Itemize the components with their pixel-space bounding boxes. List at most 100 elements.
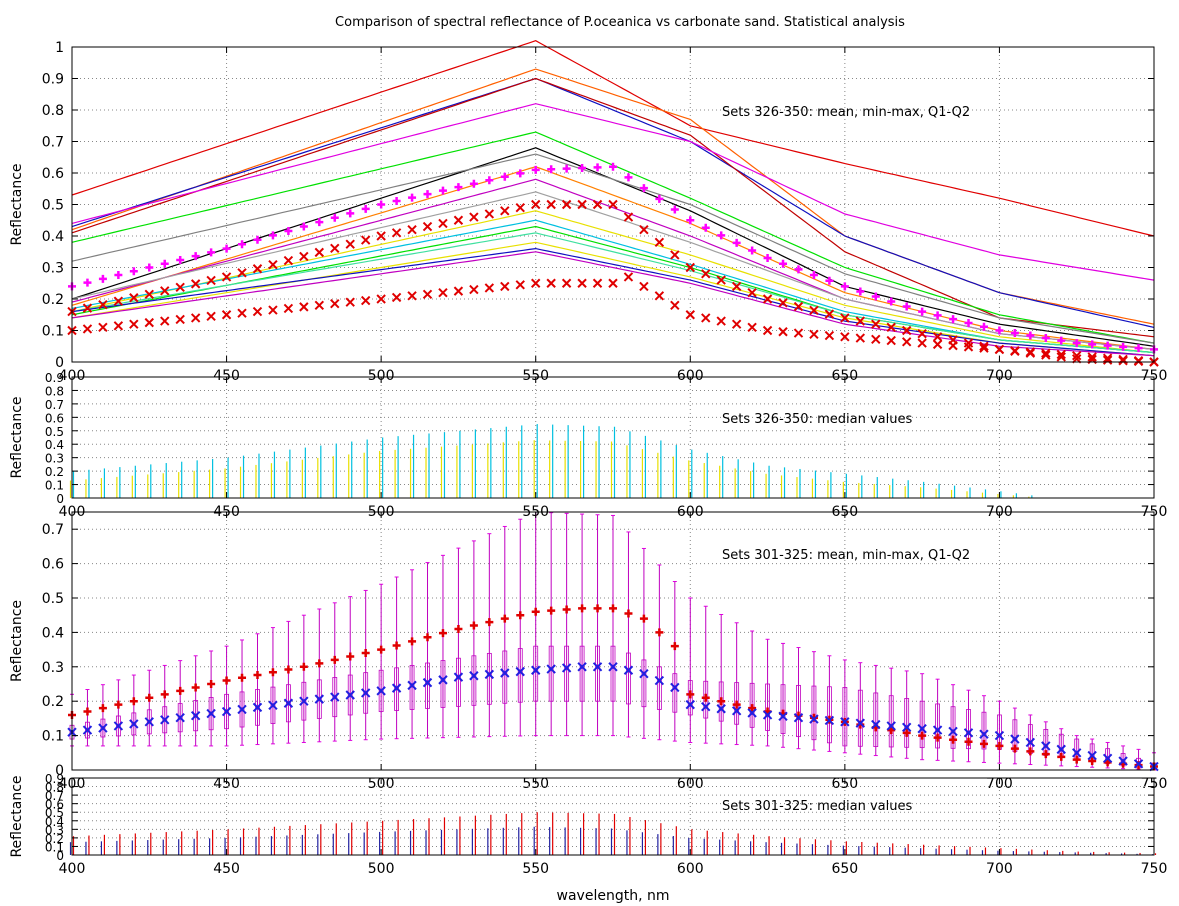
data-point — [717, 231, 726, 240]
data-point — [160, 316, 170, 326]
data-point — [283, 698, 294, 708]
data-point — [886, 335, 896, 346]
y-tick-label: 0.7 — [45, 789, 64, 803]
data-point — [98, 322, 108, 333]
data-point — [252, 702, 263, 713]
y-tick-label: 0.5 — [45, 806, 64, 820]
data-point — [855, 333, 866, 343]
quartile-box — [796, 684, 801, 738]
data-point — [639, 668, 649, 679]
data-point — [376, 231, 386, 241]
data-point — [253, 235, 262, 244]
data-point — [609, 604, 617, 613]
data-point — [144, 717, 154, 727]
data-point — [948, 726, 958, 737]
y-tick-label: 0 — [56, 492, 64, 506]
data-point — [902, 728, 911, 737]
series-line — [71, 251, 1155, 357]
data-point — [484, 209, 495, 219]
data-point — [376, 294, 386, 304]
quartile-box — [857, 689, 863, 747]
series-line — [71, 103, 1155, 281]
data-point — [1072, 755, 1081, 764]
data-point — [98, 704, 107, 713]
data-point — [283, 255, 294, 266]
quartile-box — [687, 680, 693, 716]
data-point — [423, 190, 432, 199]
data-point — [887, 726, 896, 735]
data-point — [840, 332, 850, 342]
data-point — [655, 194, 664, 203]
y-tick-label: 0 — [56, 849, 64, 863]
y-tick-label: 0.4 — [42, 625, 64, 641]
data-point — [268, 231, 277, 240]
data-point — [624, 609, 633, 618]
data-point — [546, 664, 556, 674]
quartile-box — [533, 645, 539, 702]
data-point — [515, 202, 525, 213]
y-tick-label: 0.2 — [42, 694, 64, 710]
data-point — [608, 662, 618, 672]
data-point — [654, 675, 665, 686]
quartile-box — [626, 652, 631, 705]
data-point — [701, 313, 711, 323]
data-point — [407, 291, 417, 301]
y-tick-label: 0.9 — [42, 72, 64, 88]
data-point — [1026, 331, 1035, 340]
series-line — [71, 77, 1155, 328]
data-point — [949, 735, 958, 744]
x-tick-label: 450 — [213, 368, 240, 384]
data-point — [238, 673, 247, 682]
y-tick-label: 0.2 — [45, 832, 64, 846]
quartile-box — [564, 645, 570, 702]
data-point — [964, 318, 973, 327]
y-tick-label: 0.4 — [42, 229, 64, 245]
data-point — [701, 223, 710, 232]
data-point — [793, 301, 804, 312]
data-point — [82, 324, 93, 334]
y-tick-label: 0.6 — [45, 798, 64, 812]
quartile-box — [162, 706, 168, 734]
data-point — [206, 275, 216, 286]
quartile-box — [363, 672, 369, 714]
data-point — [1041, 348, 1051, 358]
panel-annotation: Sets 301-325: mean, min-max, Q1-Q2 — [722, 548, 970, 563]
data-point — [1087, 352, 1097, 362]
data-point — [685, 310, 695, 320]
quartile-box — [888, 695, 894, 748]
data-point — [1056, 352, 1066, 362]
data-point — [453, 672, 464, 682]
quartile-box — [919, 700, 925, 749]
data-point — [469, 621, 478, 630]
data-point — [392, 197, 401, 206]
data-point — [145, 693, 154, 702]
data-point — [670, 642, 679, 651]
data-point — [315, 659, 324, 668]
data-point — [995, 741, 1004, 750]
data-point — [237, 268, 247, 278]
data-point — [655, 628, 664, 637]
data-point — [469, 284, 479, 295]
data-point — [1010, 734, 1020, 744]
x-tick-label: 700 — [986, 861, 1013, 877]
quartile-box — [85, 721, 90, 739]
data-point — [361, 204, 370, 213]
quartile-box — [935, 703, 940, 749]
data-point — [809, 714, 819, 724]
x-tick-label: 600 — [677, 368, 704, 384]
data-point — [129, 697, 138, 706]
data-point — [114, 271, 123, 280]
data-point — [113, 721, 124, 731]
data-point — [392, 641, 401, 650]
data-point — [407, 224, 417, 235]
data-point — [654, 237, 665, 248]
series-line — [71, 210, 1155, 354]
data-point — [855, 718, 866, 728]
series-line — [71, 247, 1155, 357]
data-point — [933, 311, 942, 320]
data-point — [609, 162, 617, 171]
panel-annotation: Sets 326-350: median values — [722, 412, 912, 427]
data-point — [639, 281, 649, 292]
data-point — [206, 708, 216, 719]
